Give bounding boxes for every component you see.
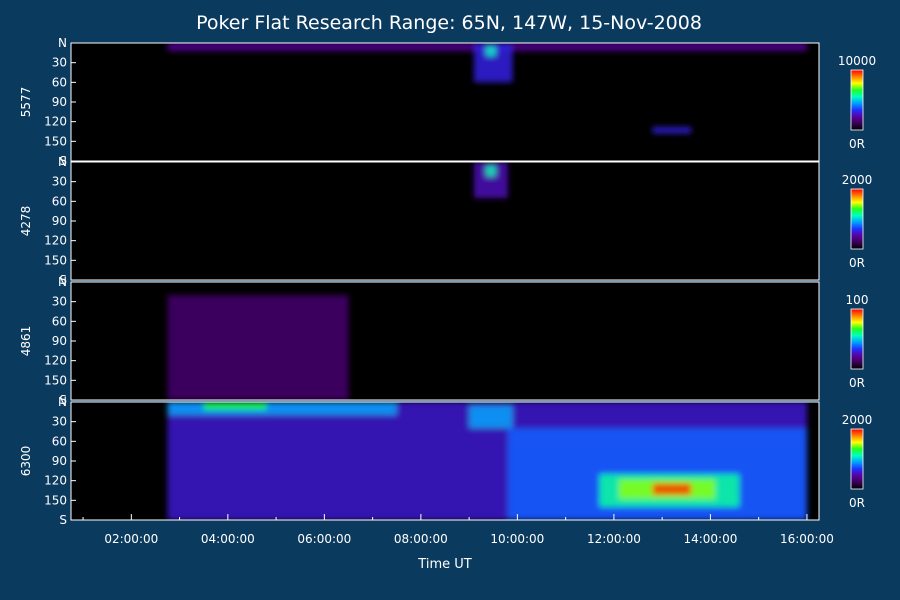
y-tick-label: N xyxy=(58,36,67,50)
y-tick-label: S xyxy=(59,273,67,287)
y-tick-label: 90 xyxy=(52,214,67,228)
x-tick-label: 04:00:00 xyxy=(201,532,255,546)
x-tick-label: 10:00:00 xyxy=(490,532,544,546)
y-tick-label: 150 xyxy=(44,134,67,148)
panel-4278: N 30 60 90 120 150 S 4278 2000 0R xyxy=(19,155,872,287)
colorbar-max-label: 100 xyxy=(846,293,869,307)
keogram-panels: N 30 60 90 120 150 S 5577 10000 0R N 30 60 90 120 150 S 4… xyxy=(19,36,876,527)
x-tick-label: 08:00:00 xyxy=(394,532,448,546)
y-tick-label: 30 xyxy=(52,56,67,70)
panel-5577: N 30 60 90 120 150 S 5577 10000 0R xyxy=(19,36,876,168)
panel-emission-layer xyxy=(167,43,807,134)
y-tick-label: S xyxy=(59,154,67,168)
chart-title: Poker Flat Research Range: 65N, 147W, 15… xyxy=(196,12,702,34)
y-tick-label: 150 xyxy=(44,493,67,507)
emission-feature xyxy=(203,402,267,410)
colorbar-min-label: 0R xyxy=(849,496,865,510)
colorbar xyxy=(850,428,864,490)
colorbar-max-label: 2000 xyxy=(842,173,873,187)
y-tick-label: 30 xyxy=(52,175,67,189)
y-tick-label: 90 xyxy=(52,95,67,109)
panel-wavelength-label: 4278 xyxy=(19,206,33,237)
y-tick-label: 90 xyxy=(52,334,67,348)
y-tick-label: N xyxy=(58,155,67,169)
y-tick-label: 120 xyxy=(44,234,67,248)
colorbar-min-label: 0R xyxy=(849,256,865,270)
y-tick-label: N xyxy=(58,275,67,289)
y-tick-label: 30 xyxy=(52,415,67,429)
colorbar xyxy=(850,69,864,131)
panel-plot-area xyxy=(71,43,819,161)
emission-feature xyxy=(486,46,496,57)
y-tick-label: 150 xyxy=(44,373,67,387)
y-tick-label: 60 xyxy=(52,75,67,89)
panel-wavelength-label: 5577 xyxy=(19,87,33,118)
x-tick-label: 14:00:00 xyxy=(683,532,737,546)
y-tick-label: 120 xyxy=(44,115,67,129)
y-tick-label: 120 xyxy=(44,354,67,368)
emission-feature xyxy=(167,295,349,400)
x-tick-label: 12:00:00 xyxy=(587,532,641,546)
panel-emission-layer xyxy=(473,162,508,199)
x-axis-label: Time UT xyxy=(417,557,471,572)
y-tick-label: S xyxy=(59,393,67,407)
y-tick-label: N xyxy=(58,395,67,409)
panel-4861: N 30 60 90 120 150 S 4861 100 0R xyxy=(19,275,868,407)
panel-6300: N 30 60 90 120 150 S 6300 2000 0R xyxy=(19,395,872,527)
panel-wavelength-label: 6300 xyxy=(19,446,33,477)
x-tick-label: 02:00:00 xyxy=(104,532,158,546)
emission-feature xyxy=(167,402,397,416)
colorbar xyxy=(850,308,864,370)
colorbar xyxy=(850,188,864,250)
y-tick-label: 60 xyxy=(52,314,67,328)
x-tick-label: 06:00:00 xyxy=(297,532,351,546)
emission-feature xyxy=(469,405,513,429)
panel-plot-area xyxy=(71,162,819,280)
emission-feature xyxy=(652,126,692,134)
colorbar-min-label: 0R xyxy=(849,376,865,390)
y-tick-label: S xyxy=(59,513,67,527)
x-tick-label: 16:00:00 xyxy=(780,532,834,546)
y-tick-label: 60 xyxy=(52,434,67,448)
panel-wavelength-label: 4861 xyxy=(19,326,33,357)
emission-feature xyxy=(486,165,496,177)
panel-emission-layer xyxy=(167,402,807,520)
time-axis: 02:00:00 04:00:00 06:00:00 08:00:00 10:00:00… xyxy=(82,514,834,546)
emission-feature xyxy=(652,483,692,496)
y-tick-label: 60 xyxy=(52,194,67,208)
y-tick-label: 30 xyxy=(52,295,67,309)
y-tick-label: 120 xyxy=(44,474,67,488)
y-tick-label: 150 xyxy=(44,253,67,267)
colorbar-min-label: 0R xyxy=(849,137,865,151)
panel-emission-layer xyxy=(167,295,349,400)
colorbar-max-label: 2000 xyxy=(842,413,873,427)
y-tick-label: 90 xyxy=(52,454,67,468)
colorbar-max-label: 10000 xyxy=(838,54,876,68)
